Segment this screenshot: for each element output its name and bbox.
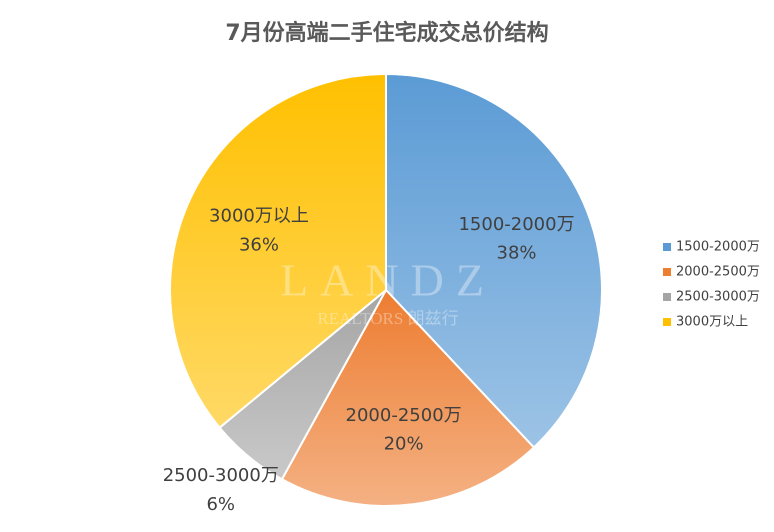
data-label-category: 2000-2500万	[346, 405, 462, 426]
watermark: LANDZ	[280, 255, 496, 306]
data-label: 3000万以上 36%	[209, 206, 309, 256]
pie	[169, 72, 603, 507]
pie-slice	[280, 288, 536, 507]
legend-label: 1500-2000万	[676, 240, 760, 255]
chart-title: 7月份高端二手住宅成交总价结构	[225, 20, 548, 46]
data-label: 1500-2000万 38%	[458, 214, 574, 264]
data-label-category: 1500-2000万	[458, 214, 574, 235]
pie-slice	[169, 72, 387, 430]
legend-swatch	[663, 268, 671, 276]
legend: 1500-2000万 2000-2500万 2500-3000万 3000万以上	[663, 240, 760, 330]
legend-swatch	[663, 243, 671, 251]
data-label: 2000-2500万 20%	[346, 405, 462, 455]
watermark: REALTORS 朗兹行	[317, 309, 458, 328]
legend-label: 2000-2500万	[676, 265, 760, 280]
data-label-value: 38%	[497, 243, 537, 264]
legend-label: 2500-3000万	[676, 290, 760, 305]
data-label-category: 2500-3000万	[163, 465, 279, 486]
data-label: 2500-3000万 6%	[163, 465, 279, 515]
data-label-category: 3000万以上	[209, 206, 309, 227]
pie-slice	[385, 72, 603, 449]
data-label-value: 36%	[239, 235, 279, 256]
legend-swatch	[663, 293, 671, 301]
data-label-value: 6%	[206, 494, 235, 515]
data-label-value: 20%	[384, 434, 424, 455]
data-labels: 1500-2000万 38% 2000-2500万 20% 2500-3000万 6% 30…	[163, 206, 575, 515]
legend-label: 3000万以上	[676, 315, 748, 330]
legend-swatch	[663, 318, 671, 326]
